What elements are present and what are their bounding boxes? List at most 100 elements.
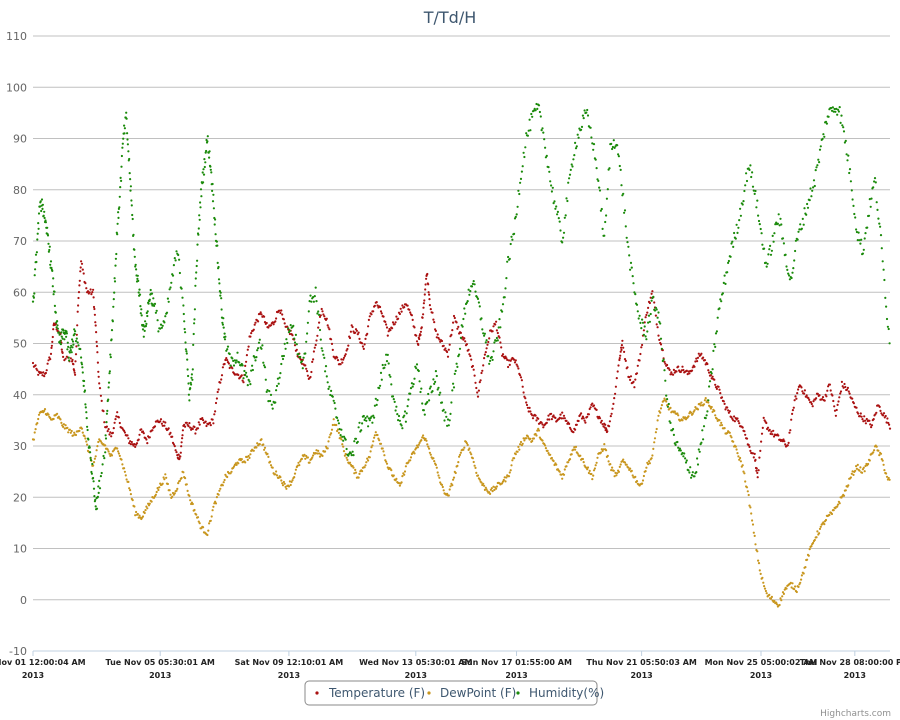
data-point xyxy=(833,409,837,412)
data-point xyxy=(507,359,511,362)
data-point xyxy=(396,413,399,416)
data-point xyxy=(801,390,804,393)
data-point xyxy=(733,420,737,423)
data-point xyxy=(620,348,623,351)
data-point xyxy=(46,362,49,365)
data-point xyxy=(214,502,218,505)
data-point xyxy=(679,370,682,374)
data-point xyxy=(793,588,796,591)
data-point xyxy=(837,400,840,403)
data-point xyxy=(219,291,222,294)
data-point xyxy=(758,569,761,572)
data-point xyxy=(468,293,471,296)
data-point xyxy=(357,476,360,479)
data-point xyxy=(43,375,46,378)
data-point xyxy=(768,428,771,431)
data-point xyxy=(96,361,99,364)
data-point xyxy=(693,365,696,368)
data-point xyxy=(525,403,529,407)
data-point xyxy=(662,358,665,361)
data-point xyxy=(601,227,604,230)
data-point xyxy=(610,469,613,472)
data-point xyxy=(816,392,819,395)
data-point xyxy=(635,303,639,306)
data-point xyxy=(197,227,200,230)
data-point xyxy=(593,467,597,470)
data-point xyxy=(403,410,407,413)
data-point xyxy=(770,430,773,433)
data-point xyxy=(43,216,46,220)
data-point xyxy=(776,222,780,225)
data-point xyxy=(182,471,185,474)
data-point xyxy=(78,279,81,282)
data-point xyxy=(798,228,801,231)
data-point xyxy=(403,306,406,309)
data-point xyxy=(235,463,238,466)
data-point xyxy=(234,361,237,364)
data-point xyxy=(411,385,414,388)
data-point xyxy=(834,110,837,113)
data-point xyxy=(95,340,98,343)
data-point xyxy=(428,293,431,296)
data-point xyxy=(415,444,419,447)
data-point xyxy=(821,398,824,401)
data-point xyxy=(625,236,628,239)
data-point xyxy=(665,394,668,397)
data-point xyxy=(46,226,49,229)
data-point xyxy=(128,442,131,445)
data-point xyxy=(242,381,245,384)
data-point xyxy=(579,454,582,457)
data-point xyxy=(433,321,436,324)
data-point xyxy=(667,402,670,406)
data-point xyxy=(584,421,587,424)
data-point xyxy=(495,329,498,332)
data-point xyxy=(463,446,466,449)
data-point xyxy=(466,300,469,303)
data-point xyxy=(161,324,164,327)
data-point xyxy=(875,445,878,448)
data-point xyxy=(459,336,462,339)
data-point xyxy=(76,341,79,344)
data-point xyxy=(265,390,268,393)
data-point xyxy=(60,421,63,424)
data-point xyxy=(874,181,877,184)
data-point xyxy=(536,429,539,432)
data-point xyxy=(81,268,84,271)
data-point xyxy=(123,431,126,434)
data-point xyxy=(336,419,340,422)
data-point xyxy=(535,419,538,422)
data-point xyxy=(736,417,739,420)
data-point xyxy=(342,445,345,448)
data-point xyxy=(202,173,206,176)
data-point xyxy=(828,513,831,517)
data-point xyxy=(379,371,383,374)
data-point xyxy=(323,356,326,359)
data-point xyxy=(88,446,91,449)
data-point xyxy=(134,263,137,266)
data-point xyxy=(213,223,216,226)
data-point xyxy=(789,581,792,584)
data-point xyxy=(215,397,218,400)
data-point xyxy=(723,402,726,405)
data-point xyxy=(504,355,507,358)
data-point xyxy=(769,432,772,435)
legend-item-temperature[interactable]: Temperature (F) xyxy=(315,686,425,700)
data-point xyxy=(624,359,627,362)
data-point xyxy=(400,424,403,427)
data-point xyxy=(561,411,564,414)
legend-item-humidity[interactable]: Humidity(%) xyxy=(516,686,604,700)
data-point xyxy=(298,464,301,467)
data-point xyxy=(279,311,282,315)
data-point xyxy=(123,132,126,135)
data-point xyxy=(291,479,294,482)
data-point xyxy=(119,186,122,189)
data-point xyxy=(587,471,591,475)
data-point xyxy=(806,558,809,561)
data-point xyxy=(602,448,605,451)
data-point xyxy=(329,393,332,397)
credits-link[interactable]: Highcharts.com xyxy=(820,709,891,719)
data-point xyxy=(534,109,537,112)
legend-item-dewpoint[interactable]: DewPoint (F) xyxy=(427,686,516,700)
data-point xyxy=(461,325,464,328)
data-point xyxy=(250,369,253,372)
